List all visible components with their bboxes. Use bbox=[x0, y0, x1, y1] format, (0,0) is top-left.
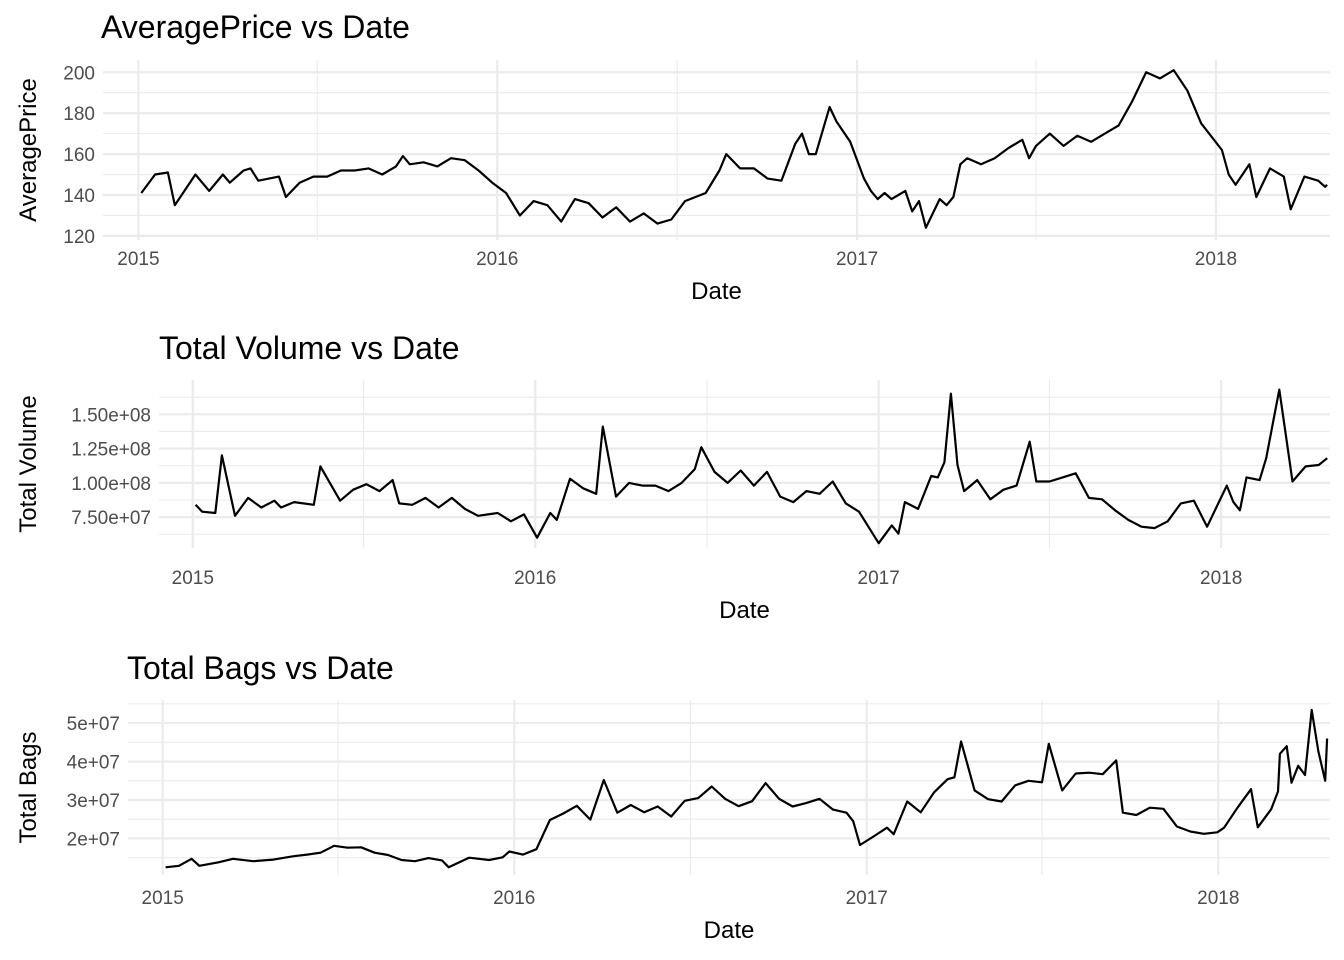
panel-1: 2015 2016 2017 2018 120 140 160 180 200 AveragePr… bbox=[15, 9, 1330, 305]
y-tick-label: 1.50e+08 bbox=[71, 405, 151, 426]
x-tick-label: 2015 bbox=[142, 888, 184, 909]
x-tick-label: 2018 bbox=[1200, 568, 1242, 589]
x-tick-label: 2017 bbox=[836, 249, 878, 270]
y-tick-label: 160 bbox=[63, 145, 95, 166]
x-tick-label: 2017 bbox=[858, 568, 900, 589]
y-tick-label: 180 bbox=[63, 104, 95, 125]
x-axis-title: Date bbox=[719, 597, 770, 624]
series-line bbox=[194, 388, 1328, 545]
x-axis-title: Date bbox=[704, 917, 755, 944]
chart-title: Total Volume vs Date bbox=[159, 330, 460, 366]
x-tick-label: 2016 bbox=[476, 249, 518, 270]
y-tick-label: 4e+07 bbox=[67, 753, 120, 774]
series-line bbox=[165, 708, 1329, 869]
x-axis-title: Date bbox=[691, 278, 742, 305]
y-axis-title: Total Volume bbox=[15, 395, 42, 532]
y-tick-label: 1.00e+08 bbox=[71, 474, 151, 495]
x-tick-label: 2018 bbox=[1195, 249, 1237, 270]
x-tick-label: 2016 bbox=[493, 888, 535, 909]
series-line bbox=[140, 69, 1328, 229]
panel-3: 2015 2016 2017 2018 2e+07 3e+07 4e+07 5e+07 Tota… bbox=[15, 650, 1330, 944]
chart-title: Total Bags vs Date bbox=[127, 650, 394, 686]
y-axis-title: AveragePrice bbox=[15, 78, 42, 222]
y-tick-label: 3e+07 bbox=[67, 791, 120, 812]
y-tick-label: 140 bbox=[63, 186, 95, 207]
y-tick-label: 120 bbox=[63, 227, 95, 248]
x-tick-label: 2015 bbox=[172, 568, 214, 589]
panel-2: 2015 2016 2017 2018 7.50e+07 1.00e+08 1.25e+08… bbox=[15, 330, 1330, 624]
y-tick-label: 2e+07 bbox=[67, 829, 120, 850]
x-tick-label: 2015 bbox=[117, 249, 159, 270]
y-axis-title: Total Bags bbox=[15, 731, 42, 843]
y-tick-label: 5e+07 bbox=[67, 714, 120, 735]
y-tick-label: 7.50e+07 bbox=[71, 508, 151, 529]
y-tick-label: 1.25e+08 bbox=[71, 440, 151, 461]
chart-title: AveragePrice vs Date bbox=[101, 9, 410, 45]
x-tick-label: 2016 bbox=[514, 568, 556, 589]
x-tick-label: 2017 bbox=[846, 888, 888, 909]
x-tick-label: 2018 bbox=[1197, 888, 1239, 909]
y-tick-label: 200 bbox=[63, 63, 95, 84]
